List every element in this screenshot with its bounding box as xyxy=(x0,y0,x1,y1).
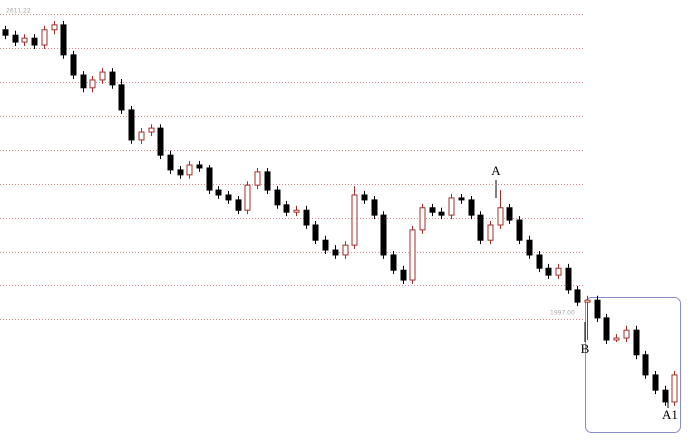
candle-body xyxy=(148,127,155,133)
candle-body xyxy=(186,164,193,176)
candle-body xyxy=(167,154,174,171)
candle-body xyxy=(283,204,290,213)
candle-body xyxy=(157,127,164,156)
candle-body xyxy=(254,171,261,186)
candle-body xyxy=(380,214,387,256)
candle-body xyxy=(264,171,271,191)
candle-body xyxy=(99,71,106,81)
candle-body xyxy=(390,254,397,271)
candle-body xyxy=(458,197,465,201)
candle-body xyxy=(177,169,184,176)
candle-body xyxy=(400,269,407,281)
candle-body xyxy=(41,29,48,46)
candle-body xyxy=(80,74,87,89)
candle-body xyxy=(671,374,678,403)
candle-body xyxy=(361,194,368,201)
candle-body xyxy=(409,229,416,281)
candle-body xyxy=(642,354,649,376)
candle-body xyxy=(603,317,610,341)
candle-body xyxy=(215,189,222,196)
candle-body xyxy=(244,184,251,211)
price-label: 2611.22 xyxy=(6,7,31,14)
highlight-box xyxy=(585,297,681,433)
candle-body xyxy=(322,239,329,251)
candle-body xyxy=(536,254,543,269)
candle-body xyxy=(225,194,232,201)
candle-body xyxy=(351,194,358,246)
annotation: A xyxy=(491,163,501,178)
candle-body xyxy=(235,199,242,211)
candle-body xyxy=(594,299,601,319)
candle-body xyxy=(118,84,125,111)
candle-body xyxy=(497,207,504,226)
candle-body xyxy=(303,209,310,226)
candle-body xyxy=(662,389,669,403)
candle-body xyxy=(633,329,640,356)
candle-body xyxy=(51,24,58,31)
candle-body xyxy=(138,131,145,141)
candle-body xyxy=(506,207,513,221)
annotation: A1 xyxy=(662,407,678,422)
candle-body xyxy=(371,199,378,216)
candle-body xyxy=(31,37,38,46)
candle-body xyxy=(623,329,630,339)
annotation: B xyxy=(581,341,590,356)
candle-body xyxy=(584,299,591,303)
candle-body xyxy=(342,244,349,256)
candle-body xyxy=(128,109,135,141)
candle-body xyxy=(274,189,281,206)
candle-body xyxy=(312,224,319,241)
candle-body xyxy=(419,207,426,231)
candle-body xyxy=(332,249,339,256)
candle-body xyxy=(555,267,562,276)
candle-body xyxy=(60,24,67,56)
candle-body xyxy=(574,289,581,303)
candle-body xyxy=(487,224,494,241)
candle-body xyxy=(468,199,475,216)
candle-body xyxy=(21,37,28,43)
candle-body xyxy=(429,207,436,213)
candle-body xyxy=(196,164,203,169)
candle-body xyxy=(516,219,523,241)
candle-body xyxy=(477,214,484,241)
candle-body xyxy=(89,79,96,89)
candle-body xyxy=(565,267,572,291)
price-label: 1997.00 xyxy=(550,309,575,316)
candle-body xyxy=(652,374,659,391)
candle-body xyxy=(526,239,533,256)
candle-body xyxy=(545,267,552,276)
candle-body xyxy=(109,71,116,86)
candle-body xyxy=(2,29,9,36)
candle-body xyxy=(293,209,300,213)
candle-body xyxy=(12,34,19,43)
candle-body xyxy=(448,197,455,216)
candle-body xyxy=(70,54,77,76)
candle-body xyxy=(438,211,445,216)
candle-body xyxy=(206,167,213,191)
candle-body xyxy=(613,337,620,341)
